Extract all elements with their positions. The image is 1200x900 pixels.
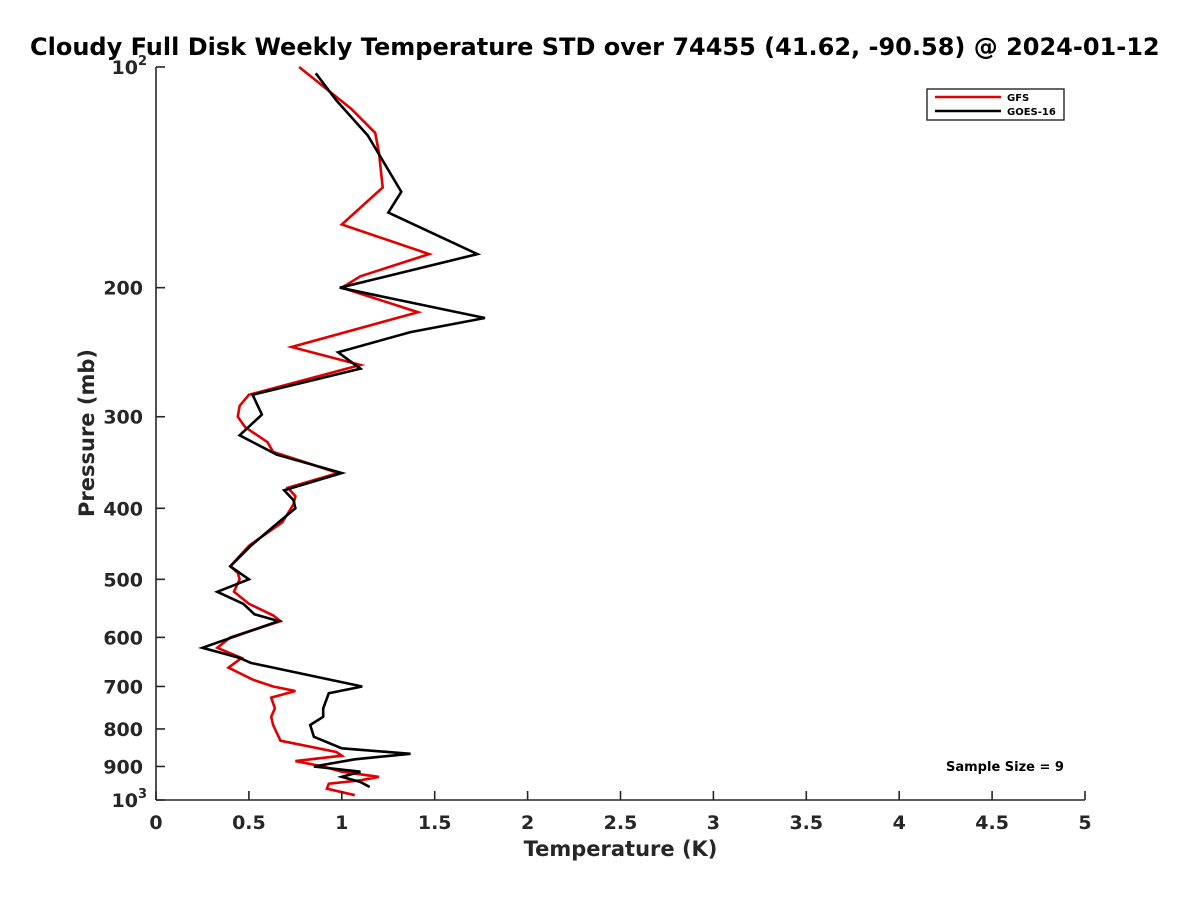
y-tick-label: 900 xyxy=(103,756,143,778)
y-tick-label: 300 xyxy=(103,407,143,429)
x-tick-label: 1 xyxy=(335,812,348,834)
x-tick-label: 4.5 xyxy=(975,812,1009,834)
series-line-goes-16 xyxy=(198,72,486,789)
legend: GFS GOES-16 xyxy=(926,88,1065,121)
x-tick-label: 4 xyxy=(893,812,906,834)
y-axis-label: Pressure (mb) xyxy=(75,349,99,517)
y-tick-label: 700 xyxy=(103,676,143,698)
y-tick-label: 400 xyxy=(103,498,143,520)
x-tick-label: 0 xyxy=(149,812,162,834)
series-line-gfs xyxy=(214,65,434,797)
y-tick-label: 500 xyxy=(103,569,143,591)
x-tick-label: 0.5 xyxy=(232,812,266,834)
legend-box xyxy=(926,88,1065,121)
legend-label-gfs: GFS xyxy=(1007,93,1029,104)
legend-label-goes-16: GOES-16 xyxy=(1007,107,1056,118)
y-tick-label: 102 xyxy=(112,54,148,79)
x-tick-label: 3 xyxy=(707,812,720,834)
y-tick-label: 800 xyxy=(103,719,143,741)
y-tick-label: 200 xyxy=(103,278,143,300)
x-tick-label: 2.5 xyxy=(604,812,638,834)
x-tick-label: 5 xyxy=(1078,812,1091,834)
series-layer xyxy=(198,65,486,797)
x-axis-label: Temperature (K) xyxy=(524,837,718,861)
chart-title: Cloudy Full Disk Weekly Temperature STD … xyxy=(30,33,1160,61)
sample-size-annotation: Sample Size = 9 xyxy=(946,760,1064,775)
x-tick-label: 3.5 xyxy=(789,812,823,834)
y-tick-label: 103 xyxy=(112,787,148,812)
x-tick-label: 1.5 xyxy=(418,812,452,834)
ticks-layer: 0 0.5 1 1.5 2 2.5 3 3.5 4 4.5 5 102 200 300 400 500 600 7… xyxy=(103,54,1091,834)
x-tick-label: 2 xyxy=(521,812,534,834)
y-tick-label: 600 xyxy=(103,627,143,649)
